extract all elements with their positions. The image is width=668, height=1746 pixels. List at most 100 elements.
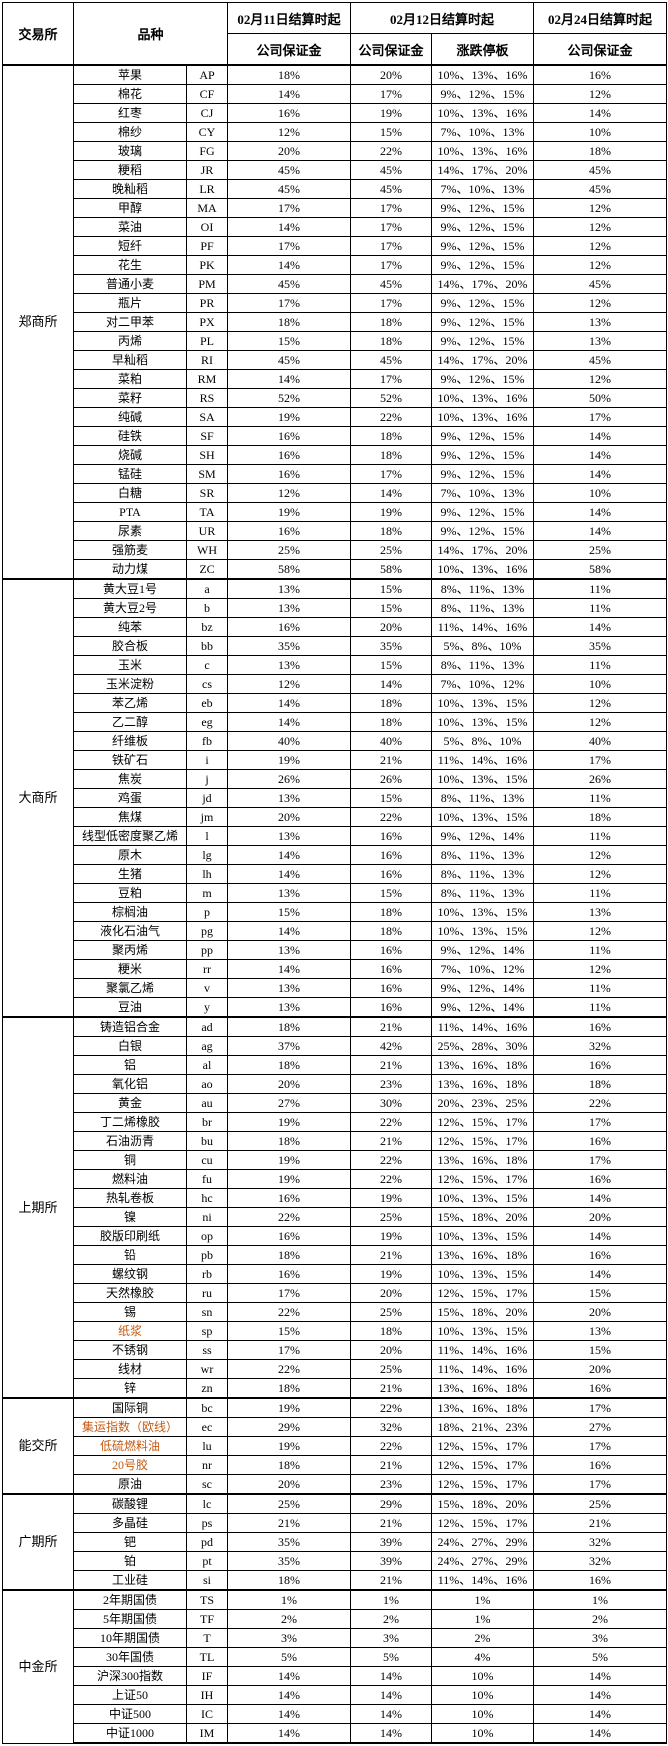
margin-0224-cell: 50%: [533, 388, 668, 408]
product-name-cell: 胶版印刷纸: [73, 1226, 187, 1246]
product-code-cell: WH: [185, 540, 229, 560]
product-code-cell: TS: [185, 1589, 229, 1610]
margin-0211-cell: 13%: [227, 940, 352, 960]
margin-0211-cell: 12%: [227, 483, 352, 503]
price-limit-cell: 10%、13%、15%: [431, 769, 535, 789]
table-row: 纯碱 SA 19% 22% 10%、13%、16% 17%: [3, 407, 668, 427]
product-name-cell: 短纤: [73, 236, 187, 256]
margin-0212-cell: 19%: [350, 103, 433, 123]
margin-0212-cell: 18%: [350, 331, 433, 351]
product-name-cell: 乙二醇: [73, 712, 187, 732]
table-row: 花生 PK 14% 17% 9%、12%、15% 12%: [3, 255, 668, 275]
header-date-0224: 02月24日结算时起: [533, 2, 668, 34]
price-limit-cell: 10%、13%、16%: [431, 407, 535, 427]
price-limit-cell: 10%、13%、15%: [431, 807, 535, 827]
product-name-cell: 棉花: [73, 84, 187, 104]
margin-0212-cell: 21%: [350, 1570, 433, 1591]
margin-0211-cell: 22%: [227, 1207, 352, 1227]
margin-0211-cell: 58%: [227, 559, 352, 580]
margin-0212-cell: 3%: [350, 1628, 433, 1648]
price-limit-cell: 7%、10%、13%: [431, 483, 535, 503]
product-name-cell: 铁矿石: [73, 750, 187, 770]
price-limit-cell: 8%、11%、13%: [431, 578, 535, 599]
margin-0211-cell: 14%: [227, 1704, 352, 1724]
table-row: 胶版印刷纸 op 16% 19% 10%、13%、15% 14%: [3, 1226, 668, 1246]
price-limit-cell: 12%、15%、17%: [431, 1513, 535, 1533]
margin-0211-cell: 14%: [227, 693, 352, 713]
price-limit-cell: 8%、11%、13%: [431, 883, 535, 903]
margin-0224-cell: 1%: [533, 1589, 668, 1610]
price-limit-cell: 12%、15%、17%: [431, 1283, 535, 1303]
table-row: 郑商所 苹果 AP 18% 20% 10%、13%、16% 16%: [2, 64, 668, 580]
product-code-cell: sp: [185, 1321, 229, 1341]
margin-0212-cell: 18%: [350, 921, 433, 941]
product-code-cell: MA: [185, 198, 229, 218]
product-name-cell: 10年期国债: [73, 1628, 187, 1648]
table-row: 聚丙烯 pp 13% 16% 9%、12%、14% 11%: [3, 940, 668, 960]
margin-0211-cell: 13%: [227, 997, 352, 1018]
margin-0211-cell: 35%: [227, 1551, 352, 1571]
table-row: 晚籼稻 LR 45% 45% 7%、10%、13% 45%: [3, 179, 668, 199]
margin-0211-cell: 16%: [227, 464, 352, 484]
price-limit-cell: 10%、13%、15%: [431, 1188, 535, 1208]
product-name-cell: 丁二烯橡胶: [73, 1112, 187, 1132]
margin-0211-cell: 14%: [227, 84, 352, 104]
product-code-cell: nr: [185, 1455, 229, 1475]
margin-0212-cell: 26%: [350, 769, 433, 789]
product-code-cell: fu: [185, 1169, 229, 1189]
margin-0224-cell: 16%: [533, 1455, 668, 1475]
product-code-cell: y: [185, 997, 229, 1018]
product-code-cell: sc: [185, 1474, 229, 1495]
margin-0224-cell: 18%: [533, 1074, 668, 1094]
margin-0212-cell: 42%: [350, 1036, 433, 1056]
price-limit-cell: 8%、11%、13%: [431, 864, 535, 884]
margin-0224-cell: 12%: [533, 712, 668, 732]
header-exchange: 交易所: [2, 2, 74, 66]
product-code-cell: SH: [185, 445, 229, 465]
table-row: 早籼稻 RI 45% 45% 14%、17%、20% 45%: [3, 350, 668, 370]
margin-0211-cell: 19%: [227, 1397, 352, 1418]
product-name-cell: 镍: [73, 1207, 187, 1227]
margin-0224-cell: 16%: [533, 1016, 668, 1037]
product-code-cell: ps: [185, 1513, 229, 1533]
price-limit-cell: 8%、11%、13%: [431, 655, 535, 675]
price-limit-cell: 11%、14%、16%: [431, 1359, 535, 1379]
margin-0211-cell: 2%: [227, 1609, 352, 1629]
price-limit-cell: 15%、18%、20%: [431, 1302, 535, 1322]
margin-0212-cell: 21%: [350, 1131, 433, 1151]
margin-0224-cell: 13%: [533, 902, 668, 922]
margin-0224-cell: 20%: [533, 1359, 668, 1379]
product-name-cell: 碳酸锂: [73, 1493, 187, 1514]
product-name-cell: 铂: [73, 1551, 187, 1571]
product-code-cell: j: [185, 769, 229, 789]
product-code-cell: FG: [185, 141, 229, 161]
margin-0211-cell: 21%: [227, 1513, 352, 1533]
margin-0212-cell: 25%: [350, 540, 433, 560]
margin-0211-cell: 13%: [227, 788, 352, 808]
margin-0211-cell: 18%: [227, 312, 352, 332]
margin-0224-cell: 13%: [533, 331, 668, 351]
margin-0224-cell: 12%: [533, 369, 668, 389]
price-limit-cell: 24%、27%、29%: [431, 1551, 535, 1571]
price-limit-cell: 10%、13%、15%: [431, 1264, 535, 1284]
margin-0211-cell: 16%: [227, 426, 352, 446]
margin-0224-cell: 17%: [533, 1436, 668, 1456]
margin-0224-cell: 16%: [533, 64, 668, 85]
margin-0212-cell: 22%: [350, 1169, 433, 1189]
product-name-cell: 强筋麦: [73, 540, 187, 560]
margin-0211-cell: 16%: [227, 1188, 352, 1208]
margin-0212-cell: 20%: [350, 1283, 433, 1303]
product-name-cell: 菜粕: [73, 369, 187, 389]
margin-0212-cell: 23%: [350, 1074, 433, 1094]
margin-0224-cell: 14%: [533, 1264, 668, 1284]
margin-0224-cell: 16%: [533, 1378, 668, 1399]
margin-0212-cell: 21%: [350, 750, 433, 770]
margin-0224-cell: 12%: [533, 84, 668, 104]
margin-0224-cell: 17%: [533, 407, 668, 427]
table-row: 硅铁 SF 16% 18% 9%、12%、15% 14%: [3, 426, 668, 446]
margin-0211-cell: 25%: [227, 540, 352, 560]
table-row: 粳稻 JR 45% 45% 14%、17%、20% 45%: [3, 160, 668, 180]
margin-0211-cell: 19%: [227, 502, 352, 522]
price-limit-cell: 10%、13%、15%: [431, 1226, 535, 1246]
product-code-cell: cs: [185, 674, 229, 694]
